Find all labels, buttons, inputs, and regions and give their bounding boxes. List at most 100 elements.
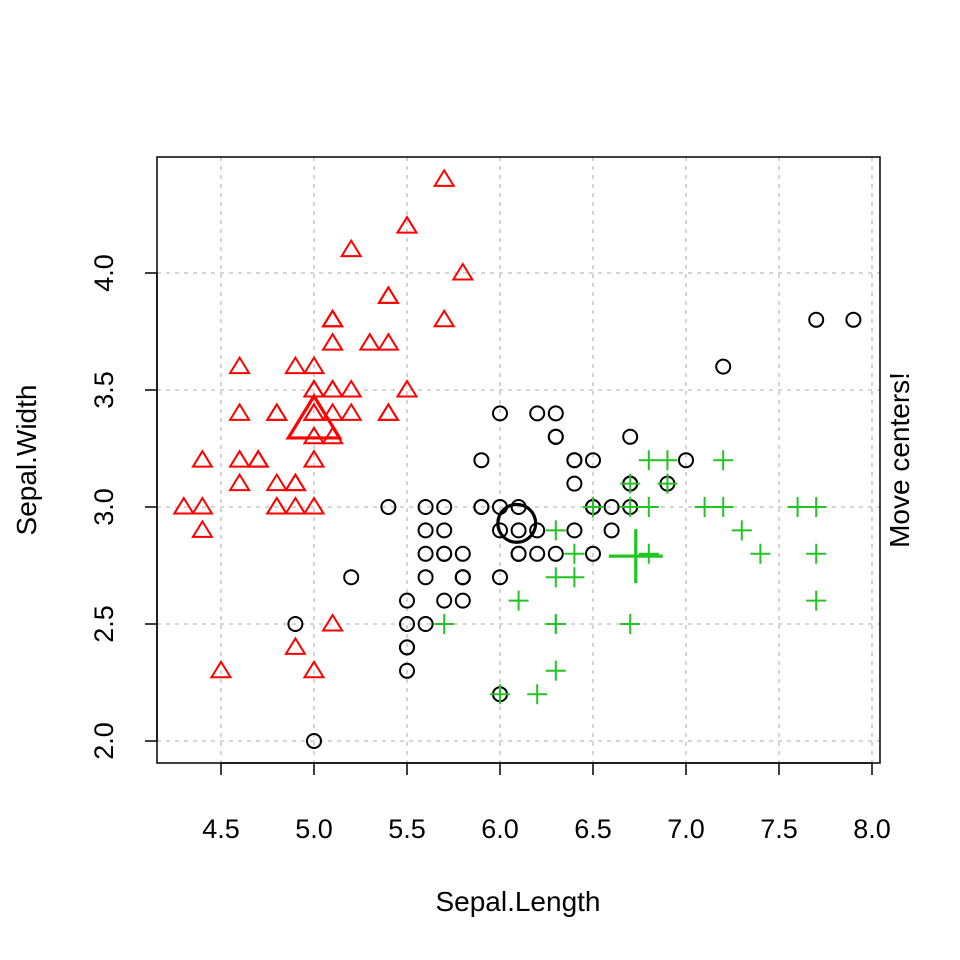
data-point [529, 545, 546, 562]
data-point [806, 497, 827, 517]
data-point [436, 522, 453, 539]
data-point [808, 311, 825, 328]
data-point [432, 168, 456, 187]
data-point [603, 499, 620, 515]
data-point [564, 567, 585, 588]
data-point [228, 449, 251, 468]
data-point [750, 543, 771, 564]
data-point [545, 660, 566, 681]
data-point [620, 614, 641, 634]
data-point [321, 379, 344, 398]
data-point [583, 497, 603, 517]
y-tick-label: 2.5 [89, 605, 119, 643]
data-point [490, 684, 510, 705]
data-point [302, 402, 326, 421]
data-point [377, 402, 400, 421]
data-point [265, 496, 289, 515]
plot-box [156, 156, 881, 764]
data-point [191, 519, 214, 538]
data-point [306, 733, 322, 749]
data-point [715, 358, 732, 375]
data-point [339, 379, 363, 398]
data-point [566, 522, 583, 539]
data-point [694, 497, 715, 517]
side-label: Move centers! [884, 372, 915, 548]
data-point [547, 405, 564, 422]
grid [157, 157, 880, 763]
x-axis-label: Sepal.Length [435, 886, 600, 917]
data-point [302, 659, 326, 679]
data-point [638, 543, 659, 564]
data-point [806, 590, 827, 611]
data-point [399, 616, 415, 632]
data-point [787, 497, 808, 517]
data-point [321, 332, 344, 351]
data-point [228, 402, 251, 421]
data-point [622, 428, 639, 445]
data-point [265, 402, 289, 421]
data-point [302, 425, 326, 445]
data-point [321, 613, 344, 632]
data-point [566, 475, 583, 492]
data-point [564, 543, 585, 564]
y-tick-label: 2.0 [89, 722, 119, 760]
data-point [287, 616, 304, 632]
cluster-center [496, 502, 538, 544]
data-point [657, 450, 678, 471]
data-point [566, 452, 583, 469]
data-point [417, 545, 434, 562]
cluster-center [608, 529, 663, 584]
data-point [399, 592, 415, 609]
cluster-centers [285, 393, 663, 584]
data-point [678, 452, 694, 469]
data-point [302, 449, 326, 468]
data-point [454, 569, 471, 586]
data-point [284, 636, 307, 655]
x-tick-label: 7.5 [760, 814, 798, 844]
x-tick-label: 5.0 [295, 814, 333, 844]
data-point [399, 639, 415, 656]
data-point [265, 402, 289, 421]
data-point [228, 355, 251, 375]
data-point [806, 543, 827, 564]
data-point [451, 262, 475, 281]
data-point [265, 472, 289, 492]
x-tick-label: 8.0 [853, 814, 891, 844]
data-point [492, 522, 508, 539]
data-point [284, 355, 307, 375]
data-point [246, 449, 270, 468]
data-point [284, 496, 307, 515]
data-points [172, 168, 862, 749]
data-point [545, 520, 566, 541]
data-point [510, 522, 527, 539]
data-point [321, 379, 344, 398]
data-point [585, 452, 601, 469]
data-point [246, 449, 270, 468]
data-point [436, 499, 453, 515]
data-point [508, 590, 529, 611]
data-point [377, 285, 400, 304]
data-point [603, 522, 620, 539]
data-point [339, 402, 363, 421]
data-point [454, 592, 471, 609]
data-point [432, 308, 456, 328]
data-point [545, 614, 566, 634]
data-point [172, 496, 196, 515]
data-point [547, 428, 564, 445]
data-point [321, 402, 344, 421]
data-point [473, 452, 490, 469]
data-point [321, 308, 344, 328]
y-axis-label: Sepal.Width [11, 385, 42, 536]
data-point [377, 332, 400, 351]
x-tick-label: 5.5 [388, 814, 426, 844]
cluster-center [285, 393, 343, 440]
data-point [638, 450, 659, 471]
data-point [657, 473, 678, 494]
data-point [417, 569, 434, 586]
data-point [529, 405, 546, 422]
data-point [395, 379, 419, 398]
data-point [417, 522, 434, 539]
data-point [265, 496, 289, 515]
data-point [510, 545, 527, 562]
y-tick-label: 4.0 [89, 254, 119, 292]
